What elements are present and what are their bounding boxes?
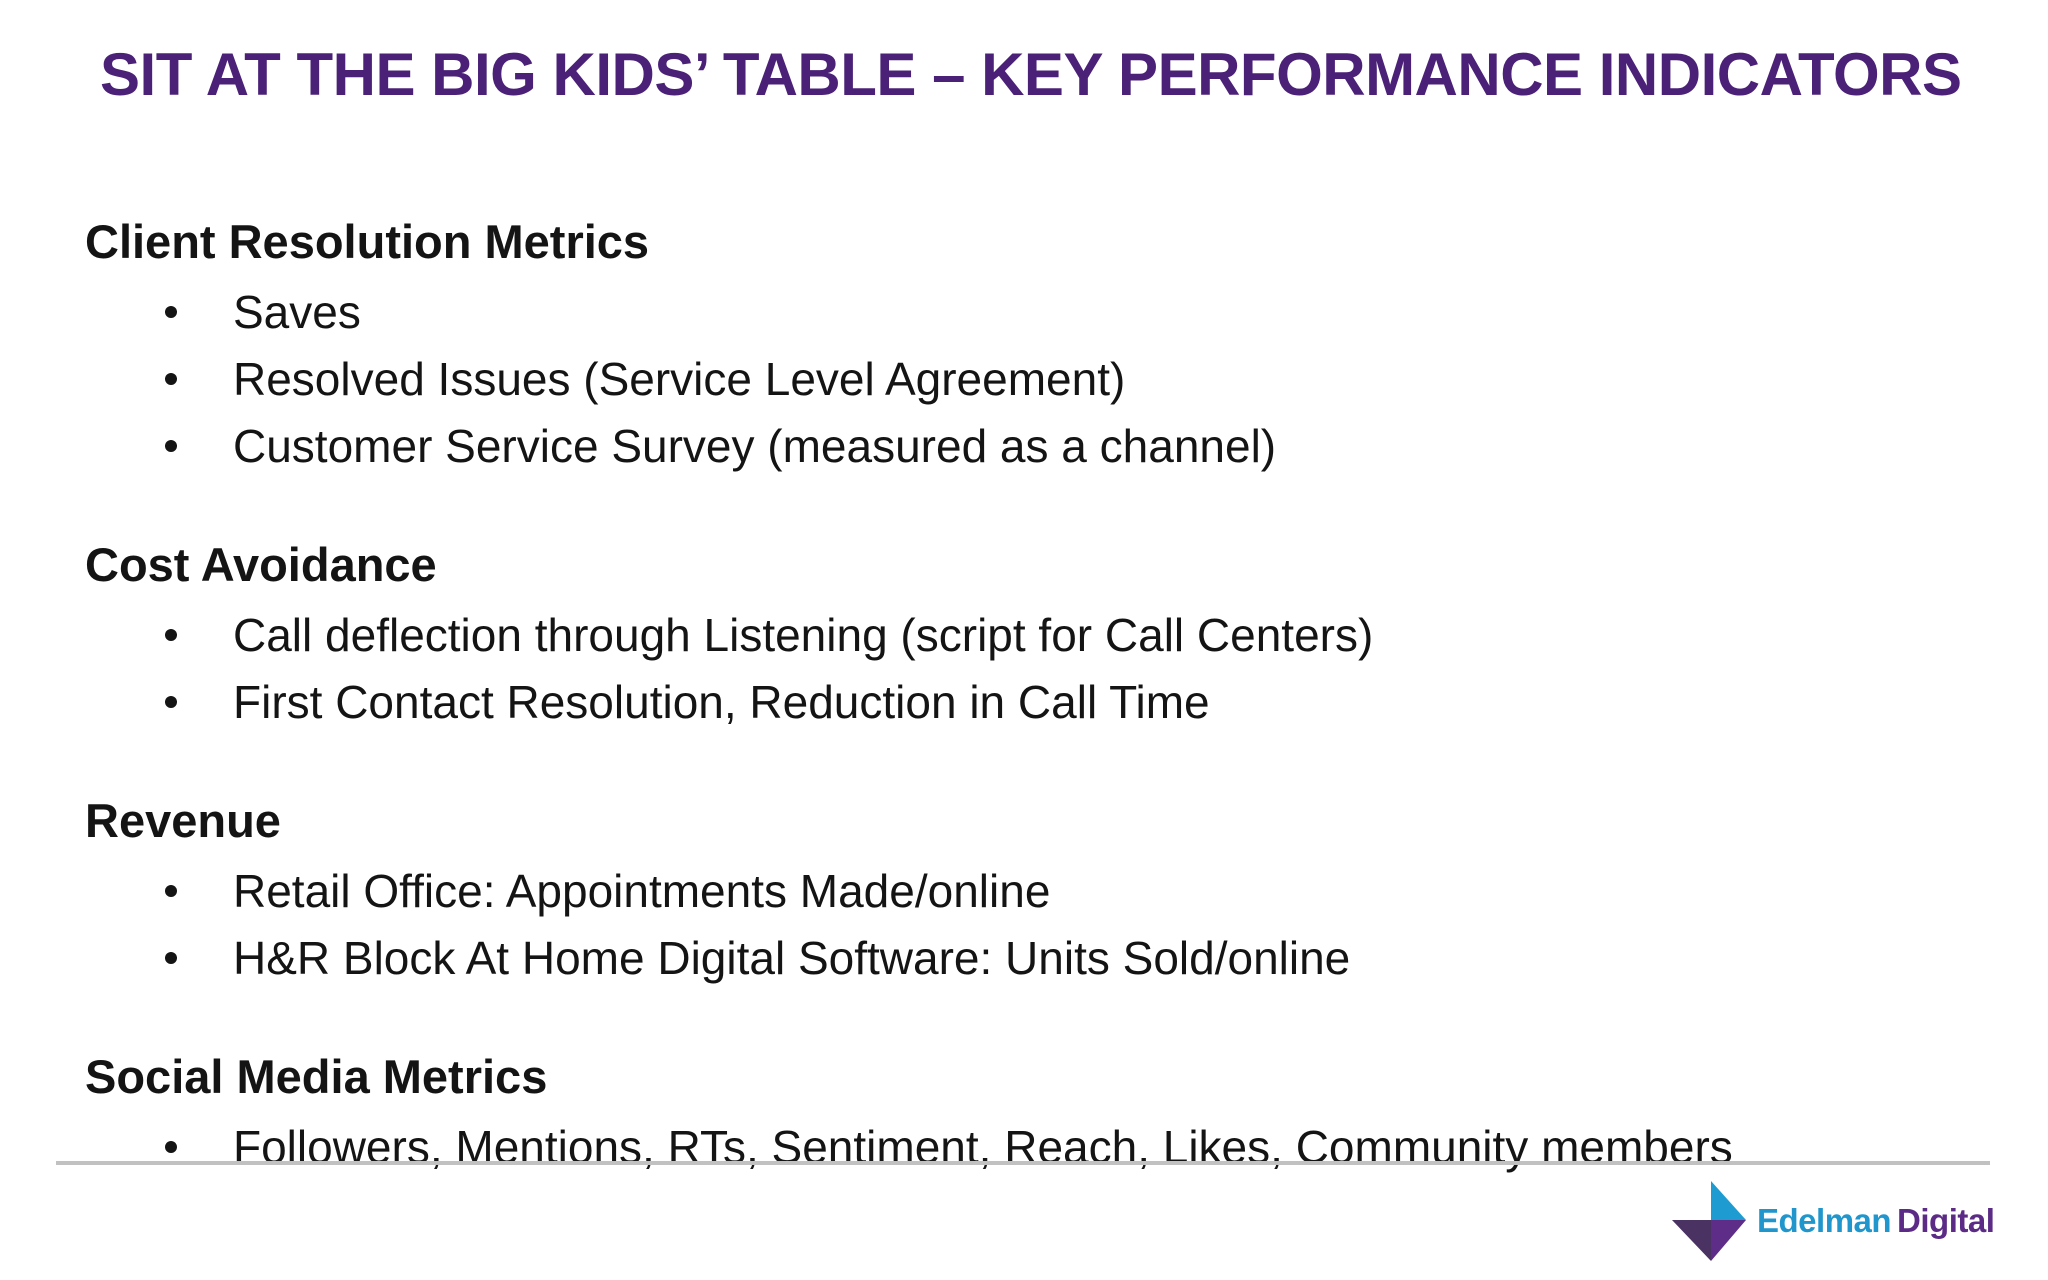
list-item: H&R Block At Home Digital Software: Unit… (85, 924, 1733, 991)
list-item: Customer Service Survey (measured as a c… (85, 412, 1733, 479)
bullet-dot-icon (165, 884, 177, 897)
edelman-logo-mark (1672, 1181, 1746, 1261)
bullet-text: Retail Office: Appointments Made/online (233, 864, 1051, 917)
bullet-list: Followers, Mentions, RTs, Sentiment, Rea… (85, 1113, 1733, 1180)
section-heading: Revenue (85, 794, 281, 847)
list-item: Saves (85, 278, 1733, 345)
logo-text-edelman: Edelman (1757, 1202, 1892, 1239)
bullet-text: Call deflection through Listening (scrip… (233, 608, 1374, 661)
bullet-dot-icon (165, 695, 177, 708)
list-item: Followers, Mentions, RTs, Sentiment, Rea… (85, 1113, 1733, 1180)
bullet-dot-icon (165, 372, 177, 385)
slide-title: SIT AT THE BIG KIDS’ TABLE – KEY PERFORM… (100, 41, 1962, 108)
bullet-dot-icon (165, 305, 177, 318)
logo-text-digital: Digital (1897, 1202, 1995, 1239)
footer-divider (56, 1161, 1990, 1165)
bullet-dot-icon (165, 1140, 177, 1153)
bullet-text: Resolved Issues (Service Level Agreement… (233, 352, 1126, 405)
section-heading: Client Resolution Metrics (85, 215, 650, 268)
section-heading: Social Media Metrics (85, 1050, 548, 1103)
bullet-list: Saves Resolved Issues (Service Level Agre… (85, 278, 1733, 479)
bullet-list: Call deflection through Listening (scrip… (85, 601, 1733, 735)
kpi-sections: Client Resolution Metrics Saves Resolved I… (85, 212, 1733, 1180)
list-item: Retail Office: Appointments Made/online (85, 857, 1733, 924)
bullet-dot-icon (165, 628, 177, 641)
bullet-text: Customer Service Survey (measured as a c… (233, 419, 1277, 472)
list-item: First Contact Resolution, Reduction in C… (85, 668, 1733, 735)
bullet-text: First Contact Resolution, Reduction in C… (233, 675, 1210, 728)
kpi-section-2: Cost Avoidance Call deflection through Li… (85, 535, 1733, 735)
bullet-dot-icon (165, 951, 177, 964)
bullet-dot-icon (165, 439, 177, 452)
kpi-section-1: Client Resolution Metrics Saves Resolved I… (85, 212, 1733, 479)
bullet-text: H&R Block At Home Digital Software: Unit… (233, 931, 1351, 984)
section-heading: Cost Avoidance (85, 538, 437, 591)
edelman-digital-wordmark: Edelman Digital (1757, 1202, 1995, 1240)
list-item: Call deflection through Listening (scrip… (85, 601, 1733, 668)
bullet-list: Retail Office: Appointments Made/online H… (85, 857, 1733, 991)
bullet-text: Saves (233, 285, 361, 338)
edelman-digital-logo: Edelman Digital (1672, 1180, 1995, 1262)
bullet-text: Followers, Mentions, RTs, Sentiment, Rea… (233, 1120, 1733, 1173)
list-item: Resolved Issues (Service Level Agreement… (85, 345, 1733, 412)
kpi-section-3: Revenue Retail Office: Appointments Made/… (85, 791, 1733, 991)
